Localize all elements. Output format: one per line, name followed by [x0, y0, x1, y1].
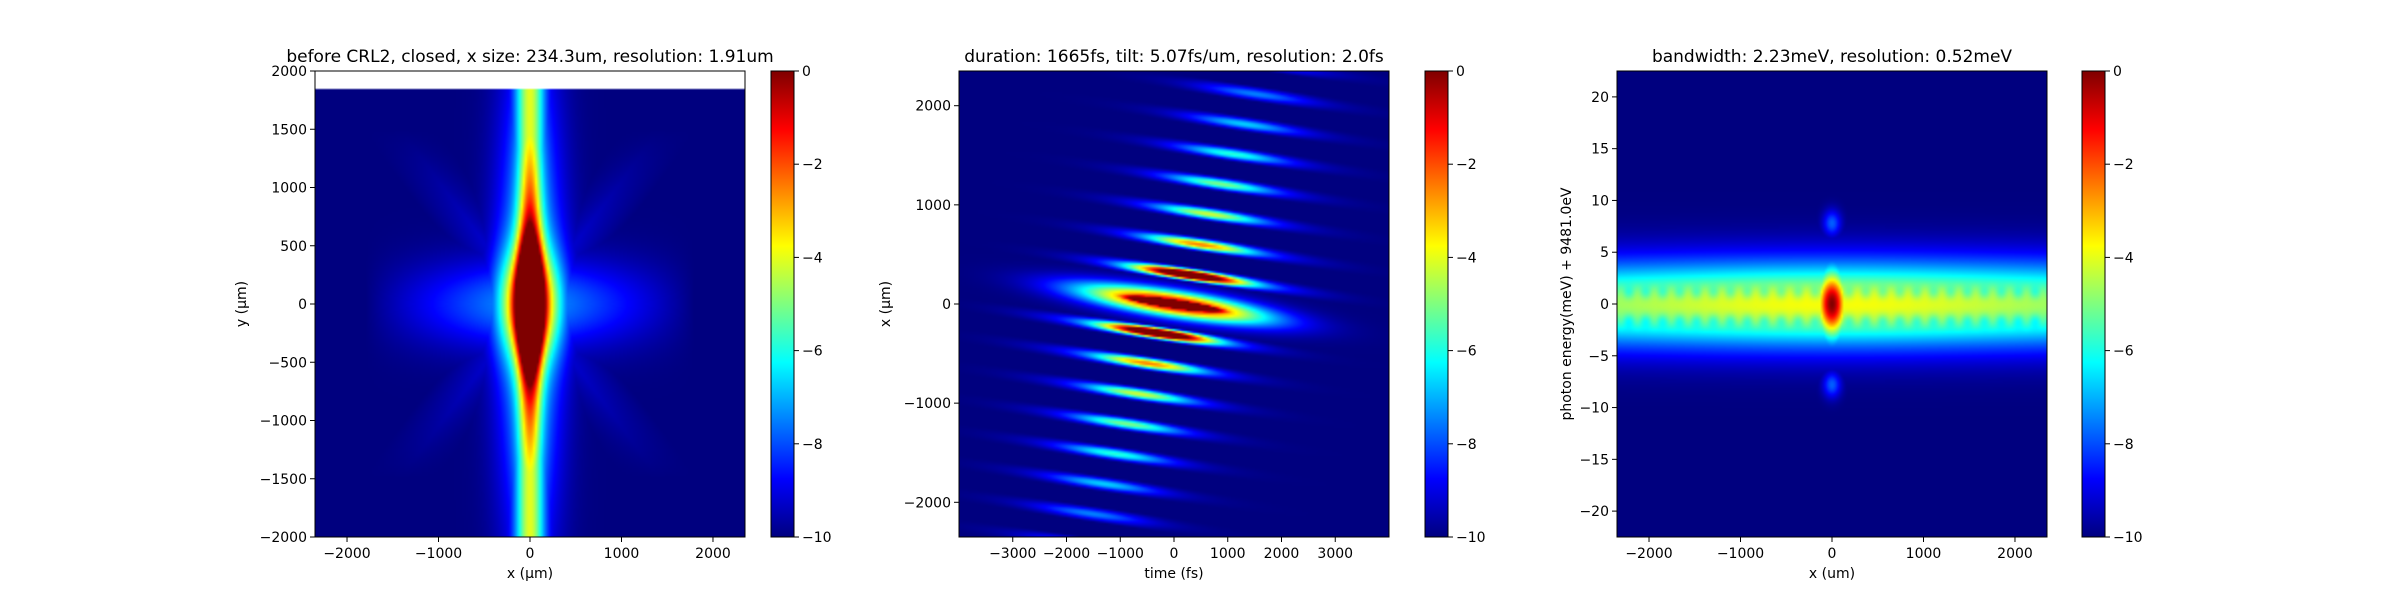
x-tick-label: 1000: [1906, 546, 1942, 562]
colorbar-tick-label: 0: [2113, 64, 2122, 80]
colorbar-tick-label: −6: [2113, 344, 2134, 360]
y-tick-label: 20: [1591, 90, 1609, 106]
x-tick-label: 2000: [1997, 546, 2033, 562]
x-tick-label: 0: [1170, 546, 1179, 562]
y-tick-label: 0: [1600, 297, 1609, 313]
y-tick-label: 1500: [271, 122, 307, 138]
x-tick-label: −2000: [1625, 546, 1672, 562]
y-axis-label: photon energy(meV) + 9481.0eV: [1559, 187, 1575, 420]
y-tick-label: 5: [1600, 245, 1609, 261]
colorbar: [1424, 70, 1449, 538]
y-tick-label: 1000: [915, 198, 951, 214]
y-tick-label: −1500: [260, 472, 307, 488]
chart-title: before CRL2, closed, x size: 234.3um, re…: [286, 47, 773, 67]
x-tick-label: −1000: [1097, 546, 1144, 562]
y-tick-label: −10: [1579, 401, 1609, 417]
colorbar-tick-label: −10: [1456, 530, 1486, 546]
y-tick-label: 500: [280, 239, 307, 255]
colorbar-tick-label: −4: [802, 250, 823, 266]
y-tick-label: −15: [1579, 452, 1609, 468]
x-tick-label: −2000: [323, 546, 370, 562]
colorbar: [770, 70, 795, 538]
heatmap-image: [1617, 71, 2047, 537]
y-tick-label: −20: [1579, 504, 1609, 520]
y-tick-label: −1000: [904, 396, 951, 412]
y-axis-label: x (μm): [878, 281, 894, 327]
colorbar-tick-label: 0: [802, 64, 811, 80]
y-tick-label: 1000: [271, 181, 307, 197]
colorbar-tick-label: −4: [2113, 250, 2134, 266]
heatmap-panel-1: before CRL2, closed, x size: 234.3um, re…: [234, 47, 832, 582]
x-tick-label: 3000: [1317, 546, 1353, 562]
heatmap-image: [959, 71, 1389, 537]
x-tick-label: 2000: [1264, 546, 1300, 562]
x-tick-label: 2000: [695, 546, 731, 562]
heatmap-panel-2: duration: 1665fs, tilt: 5.07fs/um, resol…: [878, 47, 1486, 582]
colorbar-tick-label: −10: [2113, 530, 2143, 546]
y-tick-label: 2000: [271, 64, 307, 80]
x-tick-label: 0: [1828, 546, 1837, 562]
x-tick-label: 1000: [604, 546, 640, 562]
x-tick-label: −3000: [989, 546, 1036, 562]
x-tick-label: 1000: [1210, 546, 1246, 562]
x-axis-label: x (μm): [507, 566, 553, 582]
x-axis-label: time (fs): [1144, 566, 1203, 582]
y-tick-label: 2000: [915, 99, 951, 115]
y-tick-label: −1000: [260, 414, 307, 430]
colorbar-tick-label: 0: [1456, 64, 1465, 80]
colorbar-tick-label: −10: [802, 530, 832, 546]
x-tick-label: 0: [526, 546, 535, 562]
y-tick-label: −2000: [904, 495, 951, 511]
colorbar-tick-label: −2: [2113, 157, 2134, 173]
y-tick-label: −2000: [260, 530, 307, 546]
x-axis-label: x (um): [1809, 566, 1855, 582]
y-tick-label: −500: [269, 355, 307, 371]
colorbar-tick-label: −4: [1456, 250, 1477, 266]
colorbar-tick-label: −8: [1456, 437, 1477, 453]
chart-title: bandwidth: 2.23meV, resolution: 0.52meV: [1652, 47, 2012, 67]
chart-title: duration: 1665fs, tilt: 5.07fs/um, resol…: [964, 47, 1384, 67]
y-tick-label: 10: [1591, 193, 1609, 209]
x-tick-label: −2000: [1043, 546, 1090, 562]
colorbar-tick-label: −2: [1456, 157, 1477, 173]
colorbar-tick-label: −6: [1456, 344, 1477, 360]
y-tick-label: 0: [298, 297, 307, 313]
colorbar-tick-label: −6: [802, 344, 823, 360]
x-tick-label: −1000: [415, 546, 462, 562]
x-tick-label: −1000: [1717, 546, 1764, 562]
colorbar-tick-label: −2: [802, 157, 823, 173]
colorbar-tick-label: −8: [802, 437, 823, 453]
colorbar: [2081, 70, 2106, 538]
heatmap-image: [315, 71, 745, 537]
y-axis-label: y (μm): [234, 281, 250, 327]
colorbar-tick-label: −8: [2113, 437, 2134, 453]
heatmap-panel-3: bandwidth: 2.23meV, resolution: 0.52meV −…: [1559, 47, 2143, 582]
y-tick-label: 15: [1591, 142, 1609, 158]
y-tick-label: 0: [942, 297, 951, 313]
y-tick-label: −5: [1588, 349, 1609, 365]
